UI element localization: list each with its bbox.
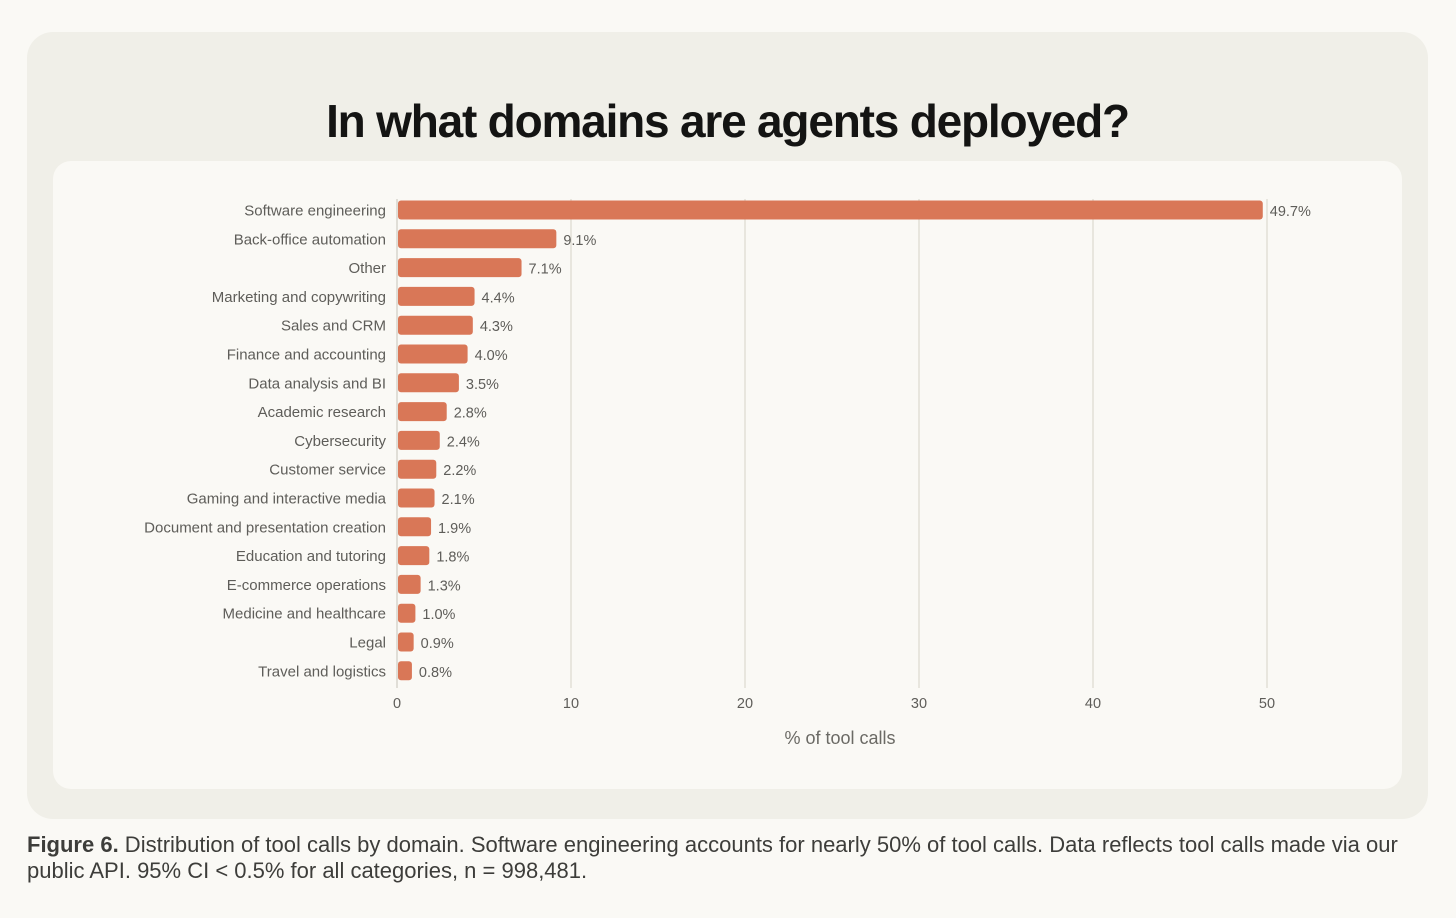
chart-area: Software engineering 49.7% Back-office aut… bbox=[53, 161, 1402, 789]
value-label: 3.5% bbox=[466, 377, 499, 393]
x-tick-label: 10 bbox=[563, 696, 579, 712]
figure-caption-text: Distribution of tool calls by domain. So… bbox=[27, 832, 1398, 883]
category-label: Back-office automation bbox=[234, 231, 386, 248]
x-tick-label: 20 bbox=[737, 696, 753, 712]
category-label: Document and presentation creation bbox=[144, 519, 386, 536]
value-label: 1.8% bbox=[436, 550, 469, 566]
category-label: Data analysis and BI bbox=[248, 375, 386, 392]
category-label: Academic research bbox=[258, 404, 386, 421]
bar bbox=[398, 430, 440, 450]
chart-panel: In what domains are agents deployed? Sof… bbox=[27, 32, 1428, 819]
value-label: 4.3% bbox=[480, 319, 513, 335]
category-label: Customer service bbox=[269, 462, 386, 479]
bar-chart: Software engineering 49.7% Back-office aut… bbox=[144, 199, 1311, 748]
bar bbox=[398, 488, 435, 508]
bar bbox=[398, 229, 557, 249]
bar bbox=[398, 286, 475, 306]
bar bbox=[398, 258, 522, 278]
value-label: 7.1% bbox=[529, 262, 562, 278]
value-label: 0.9% bbox=[421, 636, 454, 652]
value-label: 2.1% bbox=[442, 492, 475, 508]
value-label: 4.0% bbox=[475, 348, 508, 364]
x-tick-label: 0 bbox=[393, 696, 401, 712]
bar bbox=[398, 632, 414, 652]
value-label: 4.4% bbox=[482, 290, 515, 306]
x-tick-label: 40 bbox=[1085, 696, 1101, 712]
bar bbox=[398, 574, 421, 594]
value-label: 1.9% bbox=[438, 521, 471, 537]
bar bbox=[398, 344, 468, 364]
value-label: 1.3% bbox=[428, 578, 461, 594]
category-label: Education and tutoring bbox=[236, 548, 386, 565]
category-label: Medicine and healthcare bbox=[223, 606, 386, 623]
value-label: 0.8% bbox=[419, 665, 452, 681]
category-label: Sales and CRM bbox=[281, 318, 386, 335]
value-label: 2.2% bbox=[443, 463, 476, 479]
bar bbox=[398, 200, 1263, 220]
bar bbox=[398, 661, 412, 681]
value-label: 49.7% bbox=[1270, 204, 1311, 220]
category-label: Cybersecurity bbox=[294, 433, 386, 450]
category-label: Software engineering bbox=[244, 203, 386, 220]
category-label: Legal bbox=[349, 635, 386, 652]
x-tick-label: 50 bbox=[1259, 696, 1275, 712]
category-label: E-commerce operations bbox=[227, 577, 386, 594]
bar bbox=[398, 315, 473, 335]
bar bbox=[398, 373, 459, 393]
category-label: Gaming and interactive media bbox=[187, 491, 387, 508]
category-label: Travel and logistics bbox=[258, 663, 386, 680]
value-label: 9.1% bbox=[563, 233, 596, 249]
value-label: 2.4% bbox=[447, 434, 480, 450]
bar bbox=[398, 546, 430, 566]
value-label: 1.0% bbox=[422, 607, 455, 623]
figure-caption-lead: Figure 6. bbox=[27, 832, 119, 857]
bar bbox=[398, 402, 447, 422]
x-axis-label: % of tool calls bbox=[784, 728, 895, 748]
x-tick-label: 30 bbox=[911, 696, 927, 712]
value-label: 2.8% bbox=[454, 406, 487, 422]
bar bbox=[398, 517, 432, 537]
category-label: Finance and accounting bbox=[227, 347, 386, 364]
chart-title: In what domains are agents deployed? bbox=[326, 95, 1130, 147]
bar bbox=[398, 459, 437, 479]
category-label: Marketing and copywriting bbox=[212, 289, 386, 306]
category-label: Other bbox=[348, 260, 386, 277]
figure-caption: Figure 6. Distribution of tool calls by … bbox=[27, 832, 1427, 884]
bar bbox=[398, 603, 416, 623]
